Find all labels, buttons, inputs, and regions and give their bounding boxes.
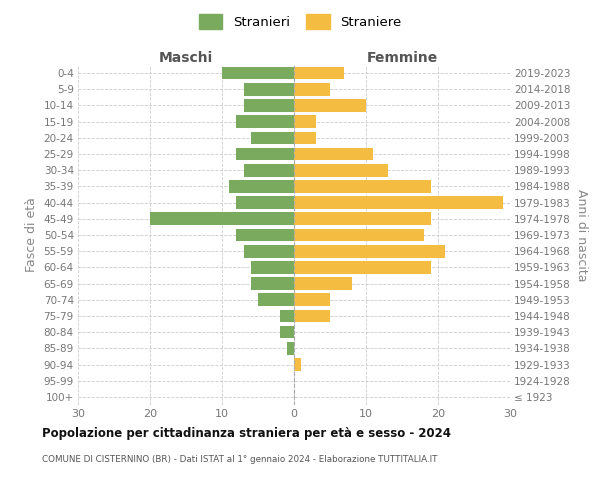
- Bar: [294, 294, 330, 306]
- Bar: [244, 83, 294, 96]
- Bar: [236, 116, 294, 128]
- Bar: [294, 164, 388, 176]
- Bar: [294, 148, 373, 160]
- Bar: [294, 196, 503, 209]
- Bar: [294, 67, 344, 80]
- Text: Femmine: Femmine: [367, 51, 437, 65]
- Bar: [294, 83, 330, 96]
- Bar: [294, 116, 316, 128]
- Bar: [294, 358, 301, 371]
- Bar: [236, 228, 294, 241]
- Bar: [294, 278, 352, 290]
- Text: Maschi: Maschi: [159, 51, 213, 65]
- Y-axis label: Anni di nascita: Anni di nascita: [575, 188, 587, 281]
- Bar: [294, 245, 445, 258]
- Bar: [287, 342, 294, 354]
- Legend: Stranieri, Straniere: Stranieri, Straniere: [193, 9, 407, 34]
- Bar: [294, 310, 330, 322]
- Bar: [236, 196, 294, 209]
- Bar: [251, 278, 294, 290]
- Bar: [244, 164, 294, 176]
- Bar: [236, 148, 294, 160]
- Text: COMUNE DI CISTERNINO (BR) - Dati ISTAT al 1° gennaio 2024 - Elaborazione TUTTITA: COMUNE DI CISTERNINO (BR) - Dati ISTAT a…: [42, 455, 437, 464]
- Bar: [251, 261, 294, 274]
- Text: Popolazione per cittadinanza straniera per età e sesso - 2024: Popolazione per cittadinanza straniera p…: [42, 428, 451, 440]
- Bar: [229, 180, 294, 192]
- Bar: [244, 99, 294, 112]
- Bar: [294, 228, 424, 241]
- Bar: [294, 261, 431, 274]
- Bar: [150, 212, 294, 225]
- Bar: [222, 67, 294, 80]
- Bar: [294, 180, 431, 192]
- Bar: [280, 326, 294, 338]
- Bar: [258, 294, 294, 306]
- Bar: [294, 212, 431, 225]
- Bar: [244, 245, 294, 258]
- Y-axis label: Fasce di età: Fasce di età: [25, 198, 38, 272]
- Bar: [280, 310, 294, 322]
- Bar: [251, 132, 294, 144]
- Bar: [294, 99, 366, 112]
- Bar: [294, 132, 316, 144]
